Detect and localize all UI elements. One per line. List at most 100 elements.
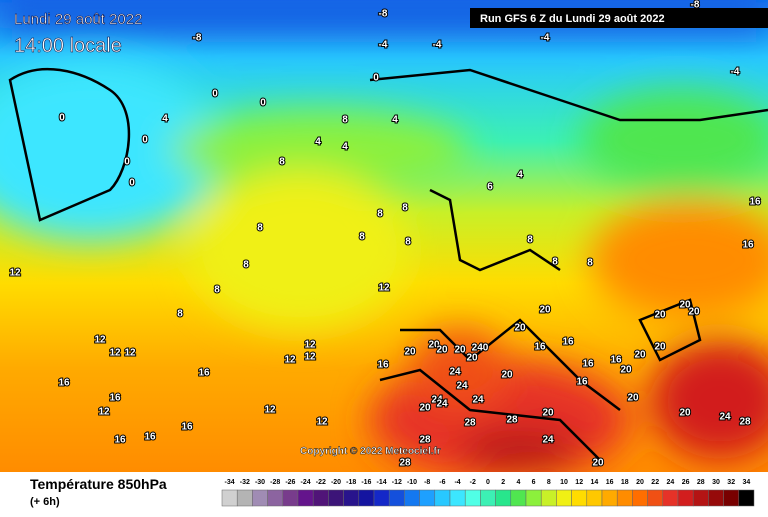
- contour-label: 12: [304, 352, 316, 363]
- scale-swatch: [297, 489, 314, 507]
- scale-label: -30: [255, 479, 265, 486]
- scale-swatch: [480, 489, 496, 507]
- contour-label: 16: [742, 240, 754, 251]
- scale-swatch: [616, 489, 633, 507]
- scale-swatch: [312, 489, 329, 507]
- contour-label: 240: [472, 343, 489, 354]
- contour-label: -4: [731, 67, 740, 78]
- scale-swatch: [662, 489, 679, 507]
- scale-swatch: [464, 489, 481, 507]
- scale-label: -20: [331, 479, 341, 486]
- contour-label: 20: [627, 393, 639, 404]
- contour-label: 0: [142, 135, 148, 146]
- contour-label: 20: [679, 300, 691, 311]
- scale-label: 2: [501, 479, 505, 486]
- contour-label: 16: [534, 342, 546, 353]
- scale-swatch: [495, 489, 512, 507]
- contour-label: -8: [379, 9, 388, 20]
- contour-label: 12: [264, 405, 276, 416]
- scale-swatch: [556, 489, 572, 507]
- contour-label: 12: [378, 283, 390, 294]
- scale-label: 14: [591, 479, 599, 486]
- scale-swatch: [540, 489, 557, 507]
- scale-label: -4: [454, 479, 460, 486]
- date-label: Lundi 29 août 2022: [14, 11, 142, 28]
- temperature-field: [0, 0, 768, 480]
- scale-label: -10: [407, 479, 417, 486]
- contour-label: 0: [129, 178, 135, 189]
- run-label: Run GFS 6 Z du Lundi 29 août 2022: [480, 13, 665, 25]
- scale-label: -34: [225, 479, 235, 486]
- scale-label: -22: [316, 479, 326, 486]
- scale-label: 12: [575, 479, 583, 486]
- contour-label: 8: [552, 257, 558, 268]
- run-box: [470, 8, 768, 28]
- contour-label: 8: [405, 237, 411, 248]
- contour-label: 20: [454, 345, 466, 356]
- contour-label: 4: [315, 137, 321, 148]
- contour-label: 28: [419, 435, 431, 446]
- scale-swatch: [723, 489, 740, 507]
- contour-label: 20: [679, 408, 691, 419]
- contour-label: 8: [214, 285, 220, 296]
- scale-label: 20: [636, 479, 644, 486]
- contour-label: 24: [449, 367, 461, 378]
- scale-label: 4: [516, 479, 520, 486]
- scale-label: 28: [697, 479, 705, 486]
- contour-label: 8: [527, 235, 533, 246]
- contour-label: 20: [404, 347, 416, 358]
- contour-label: 28: [399, 458, 411, 469]
- contour-label: 12: [109, 348, 121, 359]
- scale-swatch: [434, 489, 451, 507]
- scale-swatch: [358, 489, 375, 507]
- scale-swatch: [404, 489, 420, 507]
- scale-label: -14: [377, 479, 387, 486]
- scale-swatch: [647, 489, 664, 507]
- scale-label: 18: [621, 479, 629, 486]
- contour-label: 12: [124, 348, 136, 359]
- scale-swatch: [601, 489, 618, 507]
- contour-label: 8: [587, 258, 593, 269]
- contour-label: 20: [654, 342, 666, 353]
- contour-label: 12: [94, 335, 106, 346]
- scale-swatch: [252, 489, 268, 507]
- contour-label: 4: [162, 114, 168, 125]
- scale-label: 34: [743, 479, 751, 486]
- footer-step: (+ 6h): [30, 496, 60, 508]
- contour-label: 16: [109, 393, 121, 404]
- contour-label: 8: [257, 223, 263, 234]
- scale-label: 24: [667, 479, 675, 486]
- scale-swatch: [677, 489, 694, 507]
- contour-label: 24: [456, 381, 468, 392]
- coastlines: [8, 67, 768, 461]
- contour-label: 8: [279, 157, 285, 168]
- contour-label: 16: [576, 377, 588, 388]
- contour-label: 4: [517, 170, 523, 181]
- contour-label: 0: [212, 89, 218, 100]
- scale-label: 8: [547, 479, 551, 486]
- contour-label: 16: [562, 337, 574, 348]
- scale-label: 10: [560, 479, 568, 486]
- time-label: 14:00 locale: [14, 35, 122, 57]
- contour-label: -8: [691, 0, 700, 11]
- scale-swatch: [267, 489, 284, 507]
- scale-label: -12: [392, 479, 402, 486]
- scale-swatch: [328, 489, 344, 507]
- scale-swatch: [692, 489, 709, 507]
- contour-label: 12: [284, 355, 296, 366]
- contour-label: -4: [379, 40, 388, 51]
- contour-label: 24: [719, 412, 731, 423]
- contour-label: 20: [634, 350, 646, 361]
- scale-label: -2: [470, 479, 476, 486]
- scale-label: -6: [439, 479, 445, 486]
- contour-label: -4: [433, 40, 442, 51]
- scale-label: -32: [240, 479, 250, 486]
- contour-label: 8: [359, 232, 365, 243]
- contour-label: 20: [466, 353, 478, 364]
- contour-label: -4: [541, 33, 550, 44]
- scale-swatch: [282, 489, 299, 507]
- scale-swatch: [388, 489, 405, 507]
- scale-label: -24: [301, 479, 311, 486]
- contour-label: 28: [739, 417, 751, 428]
